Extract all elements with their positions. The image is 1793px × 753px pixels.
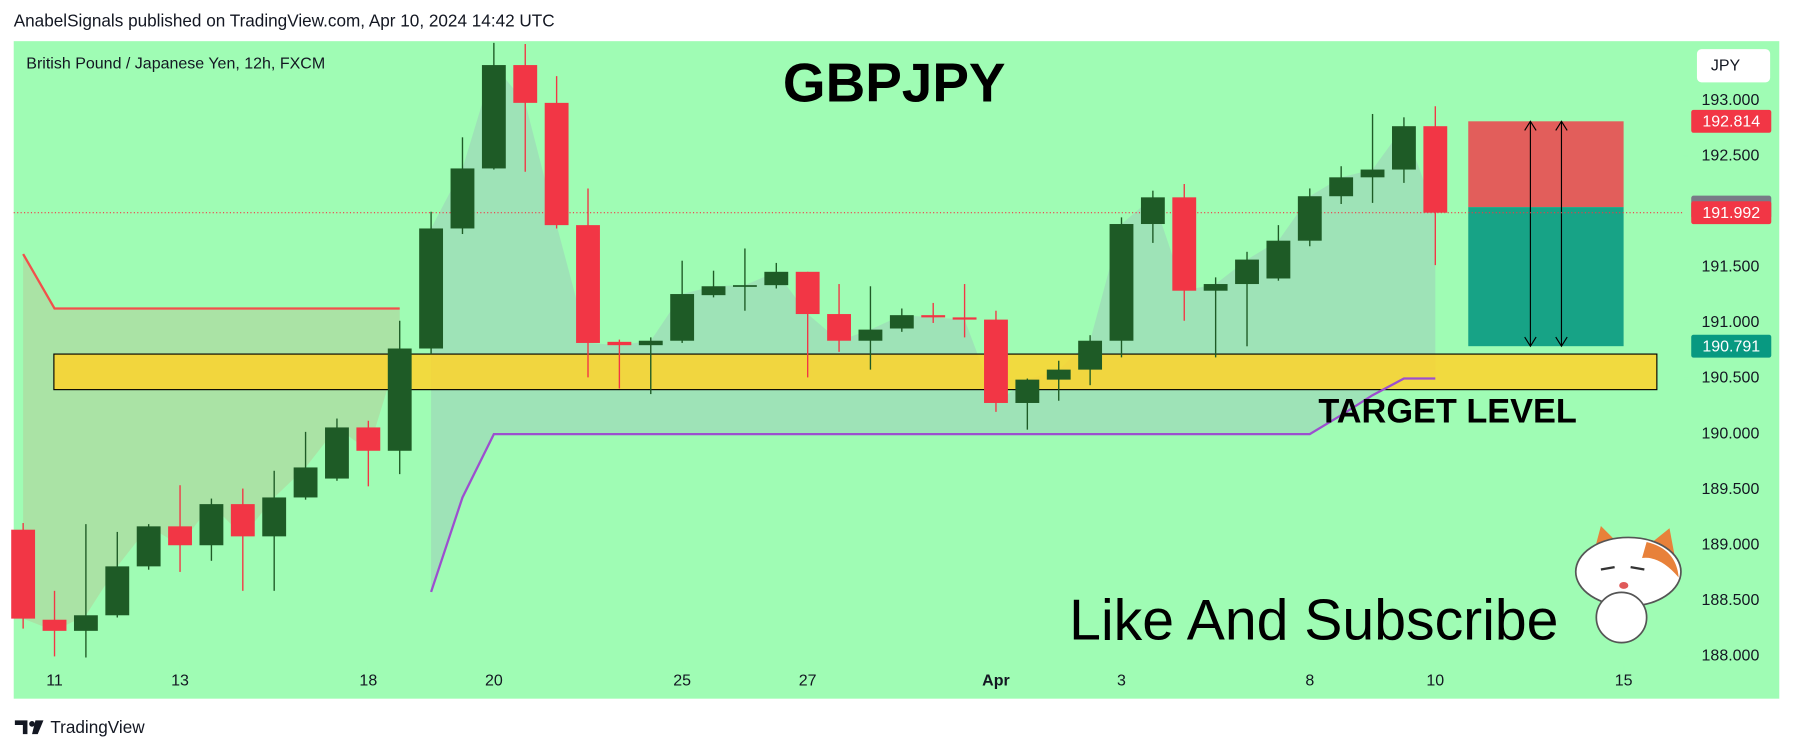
y-tick-label: 190.500 xyxy=(1702,370,1760,387)
candle-body xyxy=(638,340,663,346)
arrow-head xyxy=(1524,120,1537,348)
symbol-info: British Pound / Japanese Yen, 12h, FXCM xyxy=(26,55,325,72)
candle-body xyxy=(481,65,506,169)
y-tick-label: 188.000 xyxy=(1702,648,1760,665)
x-tick-label: 18 xyxy=(359,673,377,690)
candle-body xyxy=(168,526,192,546)
y-tick-label: 188.500 xyxy=(1702,592,1760,609)
price-tag xyxy=(1691,109,1772,133)
candle-body xyxy=(42,619,67,631)
candle-body xyxy=(356,427,381,451)
candle-body xyxy=(670,294,695,341)
target-area xyxy=(1468,207,1624,347)
candle-body xyxy=(858,329,883,341)
y-tick-label: 189.000 xyxy=(1702,536,1760,553)
candle-body xyxy=(419,228,444,349)
target-zone xyxy=(53,353,1658,391)
zone-label: TARGET LEVEL xyxy=(1318,393,1577,431)
chart-title: GBPJPY xyxy=(783,51,1006,113)
x-tick-label: 20 xyxy=(485,673,503,690)
candle-body xyxy=(325,427,349,479)
candle-body xyxy=(984,319,1008,403)
tradingview-logo xyxy=(14,720,44,735)
candle-body xyxy=(1203,284,1228,291)
candle-body xyxy=(827,314,851,341)
cat-sticker xyxy=(1574,526,1682,644)
price-tag-label: 192.814 xyxy=(1702,114,1760,131)
candle-body xyxy=(1329,177,1354,197)
candle-body xyxy=(952,317,977,320)
indicator-fill xyxy=(431,65,1436,592)
candle-body xyxy=(1266,240,1291,279)
candle-body xyxy=(1172,197,1197,291)
candle-body xyxy=(1078,340,1103,370)
indicator-line xyxy=(430,377,1436,593)
x-tick-label: 25 xyxy=(673,673,691,690)
indicator-line xyxy=(22,253,400,310)
x-tick-label: Apr xyxy=(982,673,1010,690)
candle-body xyxy=(701,286,726,296)
x-tick-label: 27 xyxy=(799,673,817,690)
candle-body xyxy=(1235,259,1259,285)
plot xyxy=(11,42,1689,671)
candle-body xyxy=(230,504,255,537)
price-tag xyxy=(1691,334,1772,358)
candle-body xyxy=(889,315,914,329)
candle-body xyxy=(1360,169,1385,178)
candle-body xyxy=(513,65,538,103)
candle-body xyxy=(11,529,36,619)
candle-body xyxy=(732,285,757,287)
candle-body xyxy=(1423,126,1448,213)
price-tag-label: 191.992 xyxy=(1702,205,1760,222)
price-tag-label: 190.791 xyxy=(1702,339,1760,356)
candle-body xyxy=(450,168,475,229)
x-tick-label: 8 xyxy=(1305,673,1314,690)
candle-body xyxy=(544,102,569,226)
footer: TradingView xyxy=(50,717,145,737)
candle-body xyxy=(764,271,789,286)
candle-body xyxy=(576,225,600,343)
currency-button[interactable] xyxy=(1696,49,1771,83)
candle-body xyxy=(262,497,287,537)
candle-body xyxy=(136,526,161,567)
candle-body xyxy=(199,504,224,546)
candle-body xyxy=(387,348,412,451)
header: AnabelSignals published on TradingView.c… xyxy=(14,10,555,30)
currency-label: JPY xyxy=(1711,58,1741,75)
candle-body xyxy=(1140,197,1165,225)
x-tick-label: 15 xyxy=(1615,673,1633,690)
candle-body xyxy=(1297,196,1322,241)
y-tick-label: 191.500 xyxy=(1702,259,1760,276)
y-tick-label: 189.500 xyxy=(1702,481,1760,498)
stop-area xyxy=(1468,121,1624,208)
x-tick-label: 3 xyxy=(1117,673,1126,690)
candle-body xyxy=(795,271,820,315)
x-tick-label: 13 xyxy=(171,673,189,690)
candle-body xyxy=(293,467,318,498)
x-tick-label: 11 xyxy=(46,673,63,690)
candle-body xyxy=(1392,126,1416,170)
y-tick-label: 192.500 xyxy=(1702,147,1760,164)
candle-body xyxy=(607,341,632,346)
arrow-head xyxy=(1555,120,1568,348)
candle-body xyxy=(1015,379,1040,403)
candle-body xyxy=(73,615,98,631)
candle-body xyxy=(1109,224,1134,341)
candle-body xyxy=(921,315,946,318)
y-tick-label: 191.000 xyxy=(1702,314,1760,331)
annotation: Like And Subscribe xyxy=(1069,588,1558,652)
candle-body xyxy=(105,566,130,616)
price-tag xyxy=(1691,201,1772,225)
y-tick-label: 193.000 xyxy=(1702,92,1760,109)
candle-body xyxy=(1046,369,1071,380)
y-tick-label: 190.000 xyxy=(1702,425,1760,442)
x-tick-label: 10 xyxy=(1426,673,1444,690)
